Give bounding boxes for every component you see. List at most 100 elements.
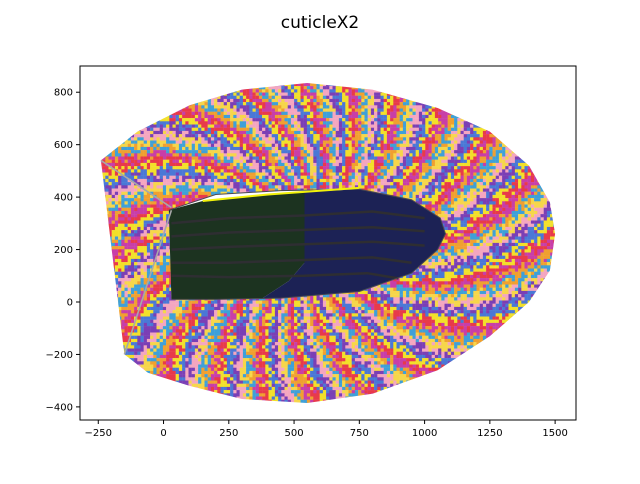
- cell: [258, 92, 263, 96]
- cell: [390, 166, 394, 170]
- cell: [543, 178, 548, 183]
- cell: [172, 86, 176, 90]
- cell: [137, 162, 141, 167]
- cell: [326, 108, 330, 112]
- cell: [114, 137, 119, 141]
- cell: [431, 172, 436, 176]
- cell: [210, 140, 215, 144]
- cell: [271, 92, 276, 96]
- cell: [102, 130, 106, 135]
- cell: [166, 118, 170, 122]
- cell: [281, 172, 285, 176]
- cell: [96, 169, 99, 172]
- cell: [166, 95, 170, 100]
- cell: [169, 146, 173, 151]
- cell: [498, 172, 503, 176]
- cell: [476, 111, 480, 116]
- cell: [412, 86, 416, 90]
- cell: [233, 182, 237, 186]
- cell: [511, 124, 516, 128]
- cell: [114, 108, 119, 112]
- cell: [543, 182, 548, 186]
- cell: [175, 111, 180, 116]
- cell: [434, 108, 439, 112]
- cell: [278, 156, 282, 160]
- cell: [310, 146, 314, 151]
- cell: [512, 77, 515, 80]
- cell: [198, 118, 202, 122]
- cell: [169, 169, 173, 173]
- cell: [111, 185, 116, 189]
- cell: [530, 86, 535, 90]
- cell: [450, 175, 455, 180]
- cell: [546, 118, 551, 122]
- cell: [450, 95, 455, 100]
- cell: [386, 156, 391, 160]
- cell: [146, 92, 151, 96]
- cell: [463, 156, 468, 160]
- cell: [386, 153, 391, 157]
- cell: [377, 137, 381, 141]
- cell: [521, 77, 524, 80]
- cell: [297, 130, 301, 135]
- cell: [310, 77, 313, 80]
- cell: [316, 150, 320, 154]
- cell: [262, 92, 266, 96]
- cell: [540, 92, 544, 96]
- cell: [537, 124, 541, 128]
- cell: [530, 166, 535, 170]
- cell: [514, 166, 519, 170]
- cell: [396, 166, 400, 170]
- cell: [479, 124, 484, 128]
- cell: [508, 83, 512, 87]
- cell: [175, 185, 180, 189]
- cell: [230, 172, 234, 176]
- cell: [399, 140, 404, 144]
- cell: [383, 143, 388, 148]
- cell: [281, 89, 285, 93]
- cell: [169, 118, 173, 122]
- cell: [313, 127, 317, 132]
- cell: [492, 130, 496, 135]
- cell: [489, 121, 493, 125]
- cell: [287, 114, 292, 119]
- cell: [502, 159, 506, 164]
- cell: [198, 127, 202, 132]
- cell: [351, 169, 356, 173]
- cell: [108, 89, 112, 93]
- cell: [210, 124, 215, 128]
- cell: [255, 83, 260, 84]
- cell: [294, 146, 298, 151]
- cell: [124, 86, 128, 90]
- cell: [290, 105, 295, 109]
- cell: [482, 153, 487, 157]
- cell: [323, 77, 326, 80]
- cell: [114, 185, 119, 189]
- cell: [236, 172, 240, 176]
- cell: [543, 83, 548, 87]
- cell: [108, 130, 112, 135]
- cell: [194, 127, 199, 132]
- cell: [153, 127, 157, 132]
- cell: [441, 166, 445, 170]
- cell: [252, 162, 256, 167]
- cell: [249, 178, 253, 183]
- cell: [425, 143, 429, 148]
- cell: [415, 108, 420, 112]
- cell: [518, 111, 522, 116]
- cell: [204, 86, 208, 90]
- cell: [540, 182, 544, 186]
- cell: [530, 118, 535, 122]
- cell: [521, 124, 525, 128]
- cell: [457, 83, 461, 87]
- cell: [274, 114, 279, 119]
- cell: [274, 159, 279, 164]
- cell: [393, 111, 397, 116]
- cell: [425, 172, 429, 176]
- cell: [303, 108, 308, 112]
- cell: [508, 159, 512, 164]
- cell: [367, 178, 372, 183]
- cell: [134, 95, 138, 100]
- cell: [428, 105, 432, 109]
- cell: [114, 153, 119, 157]
